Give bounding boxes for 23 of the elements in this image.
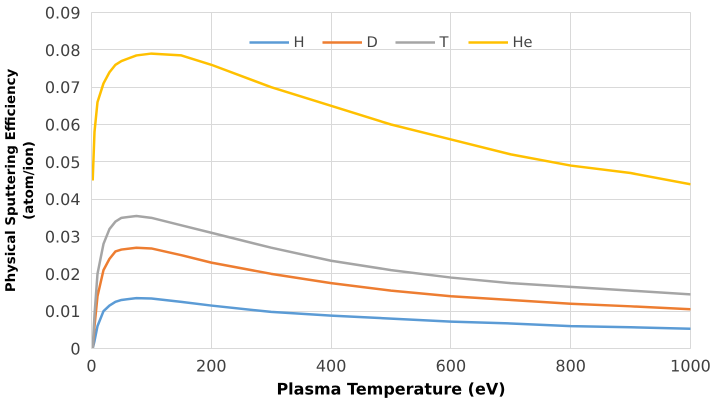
- x-axis-title: Plasma Temperature (eV): [276, 380, 506, 398]
- x-tick-label: 1000: [670, 356, 711, 376]
- legend-label: T: [439, 34, 450, 50]
- y-tick-label: 0.09: [44, 4, 80, 22]
- line-series: [92, 52, 690, 186]
- x-tick-label: 200: [196, 356, 227, 376]
- y-tick-label: 0: [70, 340, 81, 358]
- x-tick-label: 400: [316, 356, 346, 376]
- legend-label: H: [293, 34, 306, 50]
- y-tick-label: 0.03: [44, 228, 80, 246]
- y-axis-title: Physical Sputtering Efficiency (atom/ion): [4, 68, 37, 292]
- x-tick-label: 800: [555, 356, 586, 376]
- x-tick-label: 600: [436, 356, 466, 376]
- y-tick-label: 0.06: [44, 116, 80, 134]
- y-tick-label: 0.04: [44, 190, 80, 210]
- x-tick-label: 0: [86, 356, 97, 376]
- y-tick-label: 0.01: [44, 302, 80, 322]
- y-tick-label: 0.02: [44, 264, 80, 284]
- y-tick-label: 0.05: [44, 152, 80, 172]
- legend-label: D: [366, 34, 379, 50]
- y-tick-label: 0.07: [44, 78, 80, 98]
- legend-label: He: [512, 34, 533, 50]
- y-tick-label: 0.08: [44, 40, 80, 60]
